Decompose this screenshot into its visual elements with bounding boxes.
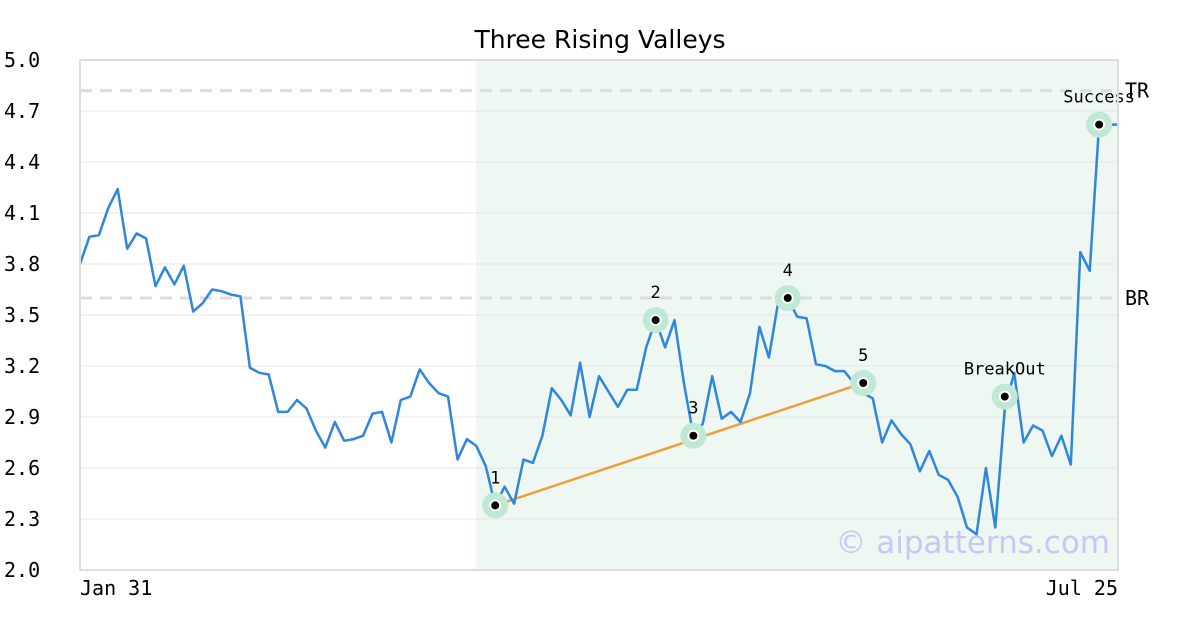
x-axis-end-label: Jul 25 (1046, 576, 1118, 600)
point-label-4: 4 (783, 261, 793, 281)
watermark: © aipatterns.com (835, 525, 1110, 561)
point-dot-2 (649, 314, 662, 327)
level-label-tr: TR (1125, 79, 1150, 103)
point-label-5: 5 (858, 346, 868, 366)
point-dot-5 (857, 377, 870, 389)
point-label-2: 2 (650, 283, 660, 303)
point-label-success: Success (1063, 88, 1135, 108)
y-tick-label: 2.0 (4, 558, 40, 582)
y-tick-label: 4.1 (4, 201, 40, 225)
y-tick-label: 4.7 (4, 99, 40, 123)
y-tick-label: 2.6 (4, 456, 40, 480)
point-label-3: 3 (688, 399, 698, 419)
y-tick-label: 4.4 (4, 150, 40, 174)
price-line (78, 123, 1118, 536)
point-dot-4 (781, 292, 794, 304)
y-tick-label: 2.9 (4, 405, 40, 429)
chart-title: Three Rising Valleys (473, 25, 725, 54)
valley-trendline (494, 381, 864, 507)
y-tick-label: 3.2 (4, 354, 40, 378)
point-dot-success (1093, 118, 1106, 131)
point-dot-3 (687, 429, 700, 442)
point-label-breakout: BreakOut (964, 360, 1046, 380)
y-tick-label: 5.0 (4, 48, 40, 72)
y-tick-label: 3.5 (4, 303, 40, 327)
point-dot-1 (489, 499, 502, 512)
point-dot-breakout (998, 390, 1011, 403)
x-axis-start-label: Jan 31 (80, 576, 152, 600)
y-tick-label: 2.3 (4, 507, 40, 531)
plot-frame (79, 59, 1119, 571)
point-label-1: 1 (490, 468, 500, 488)
y-tick-label: 3.8 (4, 252, 40, 276)
level-label-br: BR (1125, 286, 1150, 310)
